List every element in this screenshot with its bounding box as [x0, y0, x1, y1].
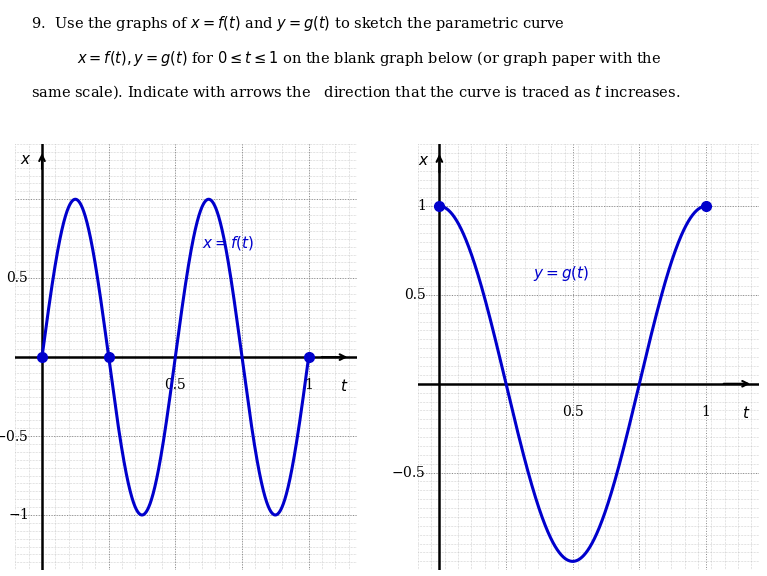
- Text: $t$: $t$: [742, 405, 751, 421]
- Text: $t$: $t$: [340, 378, 348, 395]
- Text: $-$0.5: $-$0.5: [0, 429, 28, 444]
- Text: 0.5: 0.5: [7, 271, 28, 285]
- Text: same scale). Indicate with arrows the   direction that the curve is traced as $t: same scale). Indicate with arrows the di…: [31, 84, 680, 101]
- Text: 0.5: 0.5: [164, 378, 186, 392]
- Text: $x$: $x$: [417, 154, 430, 168]
- Text: 9.  Use the graphs of $x=f(t)$ and $y=g(t)$ to sketch the parametric curve: 9. Use the graphs of $x=f(t)$ and $y=g(t…: [31, 14, 565, 33]
- Text: 1: 1: [702, 405, 710, 419]
- Text: $-$1: $-$1: [8, 507, 28, 522]
- Text: 1: 1: [304, 378, 313, 392]
- Text: 0.5: 0.5: [404, 288, 426, 302]
- Text: 1: 1: [416, 199, 426, 213]
- Text: $-$0.5: $-$0.5: [391, 465, 426, 480]
- Text: $x=f(t), y=g(t)$ for $0\leq t\leq 1$ on the blank graph below (or graph paper wi: $x=f(t), y=g(t)$ for $0\leq t\leq 1$ on …: [77, 49, 661, 68]
- Text: $x$: $x$: [20, 153, 31, 166]
- Text: $y=g(t)$: $y=g(t)$: [533, 264, 589, 283]
- Text: $x=f(t)$: $x=f(t)$: [202, 234, 254, 252]
- Text: 0.5: 0.5: [561, 405, 584, 419]
